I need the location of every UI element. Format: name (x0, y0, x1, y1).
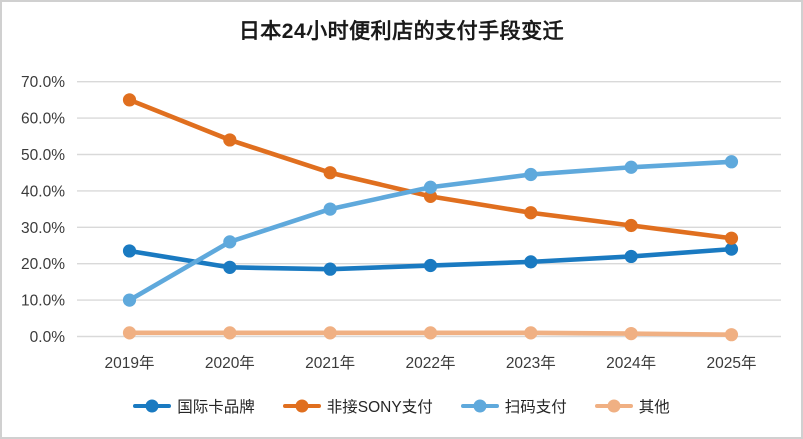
legend-item-contactless-sony: 非接SONY支付 (282, 395, 433, 417)
legend-label: 非接SONY支付 (326, 399, 433, 416)
legend-item-other: 其他 (594, 395, 670, 417)
data-point-contactless-sony (724, 231, 739, 245)
data-point-contactless-sony (524, 206, 538, 220)
data-point-intl-card (624, 249, 638, 264)
data-point-contactless-sony (122, 93, 137, 107)
legend-line-marker-icon (594, 399, 633, 413)
y-axis-tick-label: 40.0% (21, 183, 65, 200)
data-point-intl-card (223, 260, 237, 274)
data-point-contactless-sony (624, 218, 638, 233)
data-point-intl-card (122, 244, 137, 258)
legend-label: 国际卡品牌 (177, 399, 255, 416)
data-point-other (624, 326, 638, 341)
x-axis-tick-label: 2021年 (305, 354, 355, 372)
data-point-intl-card (724, 242, 739, 256)
data-point-contactless-sony (423, 189, 438, 203)
data-point-intl-card (323, 262, 337, 276)
data-point-qr-pay (223, 235, 237, 249)
y-axis-tick-label: 30.0% (21, 220, 65, 237)
x-axis-tick-label: 2025年 (706, 354, 756, 372)
data-point-qr-pay (423, 180, 438, 194)
x-axis-tick-label: 2024年 (606, 354, 656, 372)
legend-line-marker-icon (133, 399, 172, 413)
legend-label: 扫码支付 (504, 399, 567, 416)
y-axis-tick-label: 70.0% (21, 74, 65, 91)
legend-line-marker-icon (282, 399, 321, 413)
data-point-intl-card (423, 258, 438, 273)
legend-line-marker-icon (460, 399, 499, 413)
data-point-contactless-sony (323, 166, 337, 180)
data-point-qr-pay (624, 160, 638, 174)
data-point-other (524, 326, 538, 340)
data-point-qr-pay (524, 167, 538, 182)
data-point-qr-pay (122, 293, 137, 307)
data-point-other (423, 326, 438, 340)
data-point-contactless-sony (223, 133, 237, 147)
y-axis-tick-label: 20.0% (21, 256, 65, 273)
data-point-intl-card (524, 255, 538, 269)
x-axis-tick-label: 2022年 (405, 354, 455, 372)
x-axis-tick-label: 2019年 (105, 354, 155, 372)
x-axis-tick-label: 2020年 (205, 354, 255, 372)
legend-item-qr-pay: 扫码支付 (460, 395, 567, 417)
legend-label: 其他 (638, 399, 670, 416)
chart-title: 日本24小时便利店的支付手段变迁 (238, 20, 565, 43)
y-axis-tick-label: 0.0% (30, 329, 66, 346)
y-axis-tick-label: 50.0% (21, 147, 65, 164)
y-axis-tick-label: 10.0% (21, 293, 65, 310)
legend-item-intl-card: 国际卡品牌 (133, 395, 255, 417)
chart-legend: 国际卡品牌 非接SONY支付 扫码支付 其他 (2, 395, 801, 417)
data-point-qr-pay (323, 202, 337, 216)
x-axis-tick-label: 2023年 (506, 354, 556, 372)
data-point-other (223, 326, 237, 340)
series-line-contactless-sony (127, 97, 734, 241)
y-axis-tick-label: 60.0% (21, 111, 65, 128)
data-point-other (724, 328, 739, 342)
data-point-qr-pay (724, 155, 739, 169)
data-point-other (323, 326, 337, 340)
data-point-other (122, 326, 137, 340)
